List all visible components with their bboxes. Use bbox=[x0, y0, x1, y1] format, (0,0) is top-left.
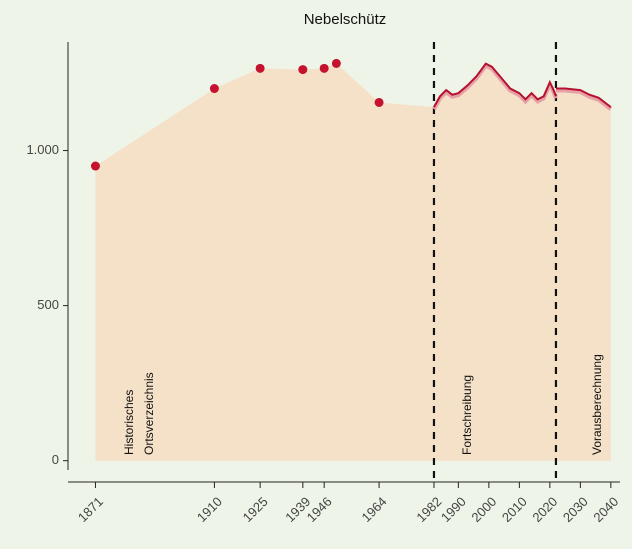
y-tick-label: 1.000 bbox=[26, 142, 59, 157]
annotation: Historisches bbox=[122, 390, 136, 455]
line bbox=[555, 87, 612, 108]
line bbox=[433, 62, 557, 108]
data-point bbox=[209, 84, 219, 94]
data-point bbox=[331, 58, 341, 68]
annotation: Vorausberechnung bbox=[590, 354, 604, 455]
data-point bbox=[374, 97, 384, 107]
data-point bbox=[319, 63, 329, 73]
line-shadow bbox=[555, 88, 613, 111]
line-shadow bbox=[432, 63, 558, 111]
data-point bbox=[298, 65, 308, 75]
chart-title: Nebelschütz bbox=[304, 11, 387, 28]
y-tick-label: 500 bbox=[37, 297, 59, 312]
annotation: Ortsverzeichnis bbox=[142, 372, 156, 455]
annotation: Fortschreibung bbox=[460, 375, 474, 455]
y-tick-label: 0 bbox=[52, 452, 59, 467]
data-point bbox=[255, 63, 265, 73]
area bbox=[95, 63, 611, 461]
data-point bbox=[90, 161, 100, 171]
